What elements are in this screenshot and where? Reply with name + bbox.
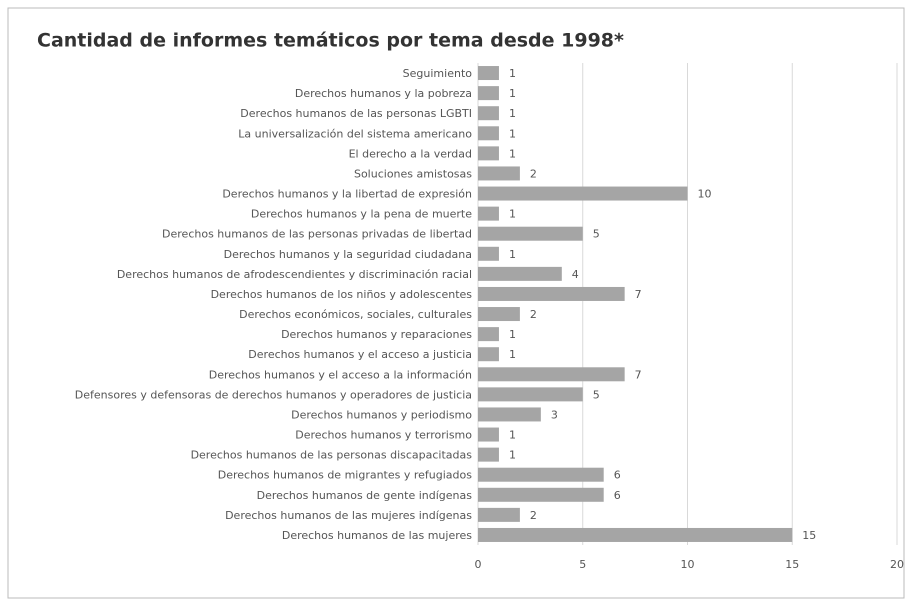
bar [478, 246, 499, 261]
y-tick-label: Derechos humanos de las mujeres [282, 529, 472, 542]
y-tick-label: Derechos humanos de las personas LGBTI [240, 107, 472, 120]
data-label: 7 [635, 368, 642, 381]
data-label: 2 [530, 167, 537, 180]
bar [478, 106, 499, 121]
y-tick-label: Defensores y defensoras de derechos huma… [75, 388, 472, 401]
y-tick-label: Derechos humanos de gente indígenas [257, 489, 473, 502]
data-label: 15 [802, 529, 816, 542]
bar [478, 266, 562, 281]
y-tick-label: Derechos humanos de los niños y adolesce… [211, 288, 473, 301]
bar [478, 206, 499, 221]
data-label: 1 [509, 348, 516, 361]
bar [478, 126, 499, 141]
x-tick-label: 5 [579, 558, 586, 571]
y-tick-label: Derechos humanos y la pobreza [295, 87, 472, 100]
bar [478, 66, 499, 81]
x-tick-label: 0 [475, 558, 482, 571]
data-label: 2 [530, 308, 537, 321]
bar [478, 146, 499, 161]
y-tick-label: Derechos humanos de las personas privada… [162, 228, 472, 241]
data-label: 6 [614, 469, 621, 482]
chart-frame [7, 7, 905, 599]
data-label: 2 [530, 509, 537, 522]
data-label: 1 [509, 147, 516, 160]
y-tick-label: Derechos económicos, sociales, culturale… [239, 308, 472, 321]
bar [478, 186, 688, 201]
y-tick-label: Derechos humanos y la pena de muerte [251, 208, 472, 221]
bar [478, 327, 499, 342]
y-tick-label: Derechos humanos de afrodescendientes y … [117, 268, 472, 281]
y-tick-label: Soluciones amistosas [354, 167, 472, 180]
bar [478, 487, 604, 502]
chart-title: Cantidad de informes temáticos por tema … [37, 30, 624, 52]
y-tick-label: Seguimiento [403, 67, 473, 80]
bar [478, 387, 583, 402]
data-label: 1 [509, 87, 516, 100]
y-tick-label: Derechos humanos y periodismo [291, 408, 472, 421]
bar [478, 527, 793, 542]
bar [478, 226, 583, 241]
data-label: 1 [509, 449, 516, 462]
y-tick-label: Derechos humanos y el acceso a la inform… [209, 368, 472, 381]
data-label: 1 [509, 248, 516, 261]
bar [478, 447, 499, 462]
data-label: 5 [593, 228, 600, 241]
bar [478, 166, 520, 181]
data-label: 1 [509, 429, 516, 442]
y-tick-label: Derechos humanos de las personas discapa… [191, 449, 473, 462]
bar [478, 507, 520, 522]
bar [478, 407, 541, 422]
x-tick-label: 10 [681, 558, 695, 571]
data-label: 5 [593, 388, 600, 401]
data-label: 7 [635, 288, 642, 301]
data-label: 1 [509, 328, 516, 341]
bar [478, 347, 499, 362]
data-label: 6 [614, 489, 621, 502]
data-label: 1 [509, 107, 516, 120]
data-label: 1 [509, 127, 516, 140]
y-tick-label: Derechos humanos y la seguridad ciudadan… [224, 248, 472, 261]
bar [478, 307, 520, 322]
y-tick-label: Derechos humanos de migrantes y refugiad… [218, 469, 473, 482]
y-tick-label: El derecho a la verdad [349, 147, 472, 160]
y-tick-label: La universalización del sistema american… [238, 127, 472, 140]
data-label: 1 [509, 67, 516, 80]
bar [478, 467, 604, 482]
y-tick-label: Derechos humanos y el acceso a justicia [248, 348, 472, 361]
bar [478, 286, 625, 301]
y-tick-label: Derechos humanos y terrorismo [295, 429, 472, 442]
data-label: 3 [551, 408, 558, 421]
x-tick-label: 15 [785, 558, 799, 571]
bar [478, 427, 499, 442]
y-tick-label: Derechos humanos y reparaciones [281, 328, 472, 341]
bar [478, 367, 625, 382]
data-label: 1 [509, 208, 516, 221]
data-label: 4 [572, 268, 579, 281]
x-tick-label: 20 [890, 558, 904, 571]
data-label: 10 [698, 188, 712, 201]
bar [478, 86, 499, 101]
y-tick-label: Derechos humanos de las mujeres indígena… [225, 509, 472, 522]
y-tick-label: Derechos humanos y la libertad de expres… [222, 188, 472, 201]
